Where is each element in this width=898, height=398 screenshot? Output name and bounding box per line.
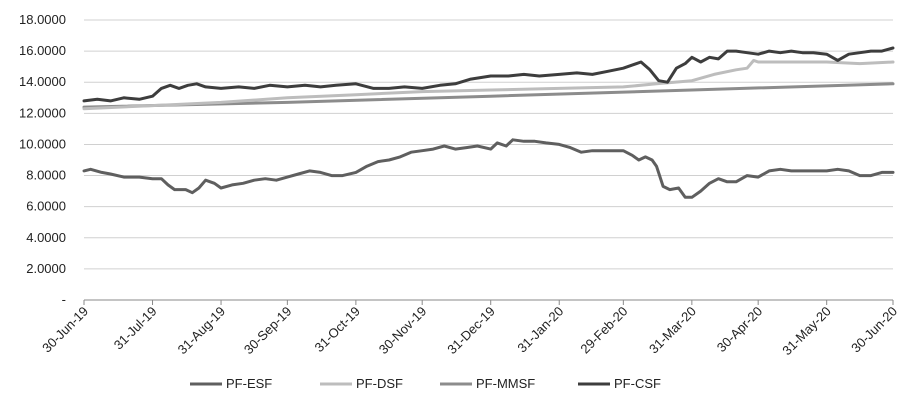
x-tick-label: 31-Aug-19 [175,304,229,358]
x-tick-label: 31-Oct-19 [312,304,363,355]
x-tick-label: 30-Apr-20 [714,304,765,355]
legend-label: PF-CSF [614,376,661,391]
x-tick-label: 31-Jul-19 [111,304,160,353]
x-tick-label: 29-Feb-20 [577,304,630,357]
x-tick-label: 30-Nov-19 [376,304,430,358]
x-tick-label: 31-Mar-20 [646,304,699,357]
legend-label: PF-ESF [226,376,272,391]
x-tick-label: 30-Sep-19 [241,304,295,358]
y-tick-label: 12.0000 [19,105,66,120]
x-tick-label: 31-Jan-20 [514,304,566,356]
y-tick-label: 4.0000 [26,230,66,245]
legend: PF-ESF PF-DSF PF-MMSF PF-CSF [190,376,661,391]
y-tick-label: 8.0000 [26,168,66,183]
y-tick-label: 18.0000 [19,12,66,27]
y-tick-label: 6.0000 [26,199,66,214]
legend-label: PF-MMSF [476,376,535,391]
x-tick-label: 31-Dec-19 [444,304,498,358]
series-line-pf-csf [82,46,895,103]
y-tick-label: 14.0000 [19,74,66,89]
y-tick-label: 2.0000 [26,261,66,276]
series-line-pf-esf [82,138,895,199]
y-tick-label: - [62,292,66,307]
y-tick-label: 16.0000 [19,43,66,58]
series-line-pf-dsf [82,58,895,111]
x-tick-label: 30-Jun-19 [39,304,91,356]
legend-label: PF-DSF [356,376,403,391]
x-tick-label: 31-May-20 [779,304,834,359]
x-tick-label: 30-Jun-20 [848,304,898,356]
axes: - 2.0000 4.0000 6.0000 8.0000 10.0000 12.0000 1… [19,12,898,358]
y-tick-label: 10.0000 [19,136,66,151]
gridlines [84,19,893,301]
series-lines [82,46,895,199]
